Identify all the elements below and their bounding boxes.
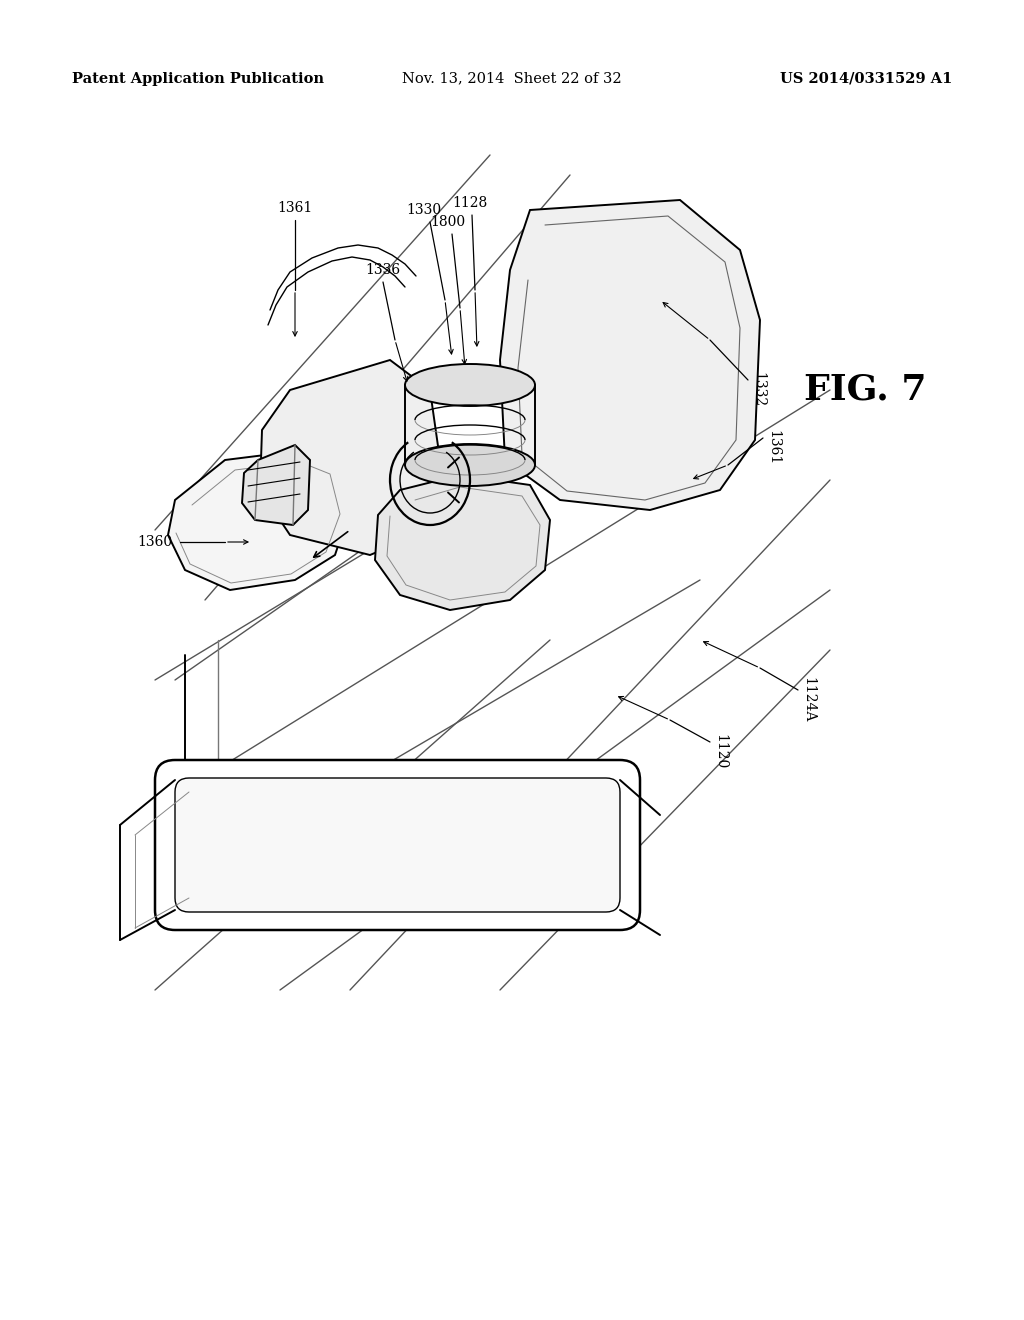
FancyBboxPatch shape [155, 760, 640, 931]
Text: 1124A: 1124A [801, 677, 815, 722]
Polygon shape [260, 360, 440, 554]
Text: US 2014/0331529 A1: US 2014/0331529 A1 [780, 71, 952, 86]
Text: 1332: 1332 [751, 372, 765, 408]
Text: 1800: 1800 [430, 215, 466, 228]
Ellipse shape [406, 444, 535, 486]
Polygon shape [375, 475, 550, 610]
Text: 1128: 1128 [453, 195, 487, 210]
Text: Nov. 13, 2014  Sheet 22 of 32: Nov. 13, 2014 Sheet 22 of 32 [402, 71, 622, 86]
Text: 1330: 1330 [407, 203, 441, 216]
Text: 1361: 1361 [278, 201, 312, 215]
Polygon shape [500, 201, 760, 510]
Text: FIG. 7: FIG. 7 [804, 372, 927, 407]
Text: 1120: 1120 [713, 734, 727, 770]
Text: 1360: 1360 [137, 535, 172, 549]
Ellipse shape [406, 364, 535, 407]
Polygon shape [242, 445, 310, 525]
FancyBboxPatch shape [175, 777, 620, 912]
Polygon shape [168, 450, 350, 590]
Text: Patent Application Publication: Patent Application Publication [72, 71, 324, 86]
Text: 1336: 1336 [366, 263, 400, 277]
Text: 1361: 1361 [766, 430, 780, 466]
